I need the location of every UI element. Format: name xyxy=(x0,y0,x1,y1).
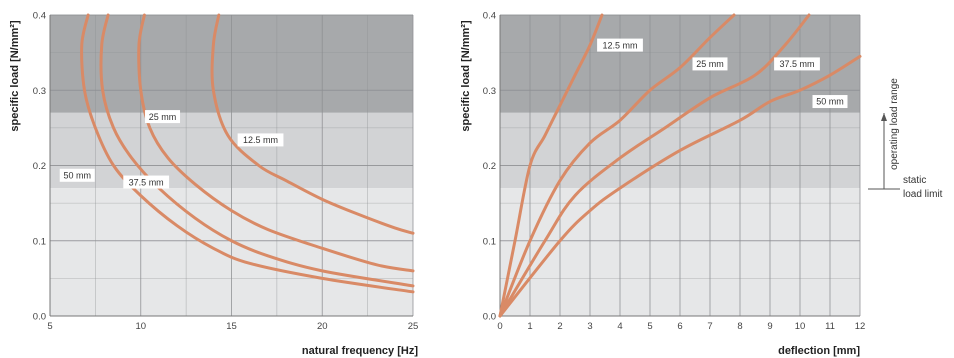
y-tick-label: 0.2 xyxy=(483,161,496,172)
curve-label: 12.5 mm xyxy=(237,133,284,147)
curve-label: 12.5 mm xyxy=(597,38,643,52)
curve-label-box xyxy=(692,57,728,71)
curve-label-box xyxy=(237,133,284,147)
x-tick-label: 7 xyxy=(707,321,712,332)
curve-label-text: 50 mm xyxy=(816,97,844,107)
x-tick-label: 20 xyxy=(317,321,328,332)
x-tick-label: 12 xyxy=(855,321,866,332)
curve-50-mm xyxy=(498,54,862,318)
y-tick-label: 0.2 xyxy=(33,161,46,172)
x-tick-label: 1 xyxy=(527,321,532,332)
y-tick-label: 0.1 xyxy=(483,236,496,247)
curve-label-box xyxy=(123,175,170,189)
static-label-line1: static xyxy=(903,175,926,186)
load-range-annotation: operating load range static load limit xyxy=(868,78,943,200)
x-tick-label: 9 xyxy=(767,321,772,332)
curve-label-text: 50 mm xyxy=(63,170,91,180)
x-tick-label: 3 xyxy=(587,321,592,332)
curve-label-box xyxy=(597,38,643,52)
operating-load-range-label: operating load range xyxy=(889,78,900,170)
x-tick-label: 2 xyxy=(557,321,562,332)
tick-labels: 5 10 15 20 25 0.0 0.1 0.2 0.3 0.4 xyxy=(33,11,419,333)
tick-labels: 0 1 2 3 4 5 6 7 8 9 10 11 120.00.10.20.30.4 xyxy=(483,11,866,333)
x-tick-label: 15 xyxy=(226,321,237,332)
curve-label: 25 mm xyxy=(145,110,181,124)
curve-12-5-mm xyxy=(498,13,604,318)
x-tick-label: 5 xyxy=(47,321,52,332)
curve-label-text: 37.5 mm xyxy=(779,59,814,69)
x-tick-label: 10 xyxy=(135,321,146,332)
y-tick-label: 0.1 xyxy=(33,236,46,247)
curves xyxy=(498,13,862,318)
curve-label-box xyxy=(145,110,181,124)
x-tick-label: 25 xyxy=(408,321,419,332)
curve-label-box xyxy=(774,57,820,71)
curve-37-5-mm xyxy=(498,13,811,318)
curve-label: 50 mm xyxy=(59,168,95,182)
x-tick-label: 10 xyxy=(795,321,806,332)
x-tick-label: 6 xyxy=(677,321,682,332)
curve-label-text: 37.5 mm xyxy=(129,177,164,187)
y-tick-label: 0.0 xyxy=(33,312,46,323)
x-tick-label: 5 xyxy=(647,321,652,332)
curve-12-5-mm xyxy=(210,13,415,235)
grid-lines xyxy=(49,14,414,317)
curve-25-mm xyxy=(498,13,736,318)
y-axis-title: specific load [N/mm²] xyxy=(460,20,472,132)
operating-range-arrow xyxy=(881,113,887,121)
x-tick-label: 4 xyxy=(617,321,622,332)
curve-label-text: 25 mm xyxy=(149,112,177,122)
curve-label-text: 12.5 mm xyxy=(602,40,637,50)
curve-labels: 12.5 mm 25 mm 37.5 mm 50 mm xyxy=(59,110,284,189)
static-label-line2: load limit xyxy=(903,189,943,200)
curve-label: 25 mm xyxy=(692,57,728,71)
x-tick-label: 8 xyxy=(737,321,742,332)
curve-25-mm xyxy=(137,13,415,273)
y-tick-label: 0.3 xyxy=(33,86,46,97)
y-axis-title: specific load [N/mm²] xyxy=(9,20,21,132)
curve-label: 37.5 mm xyxy=(774,57,820,71)
grid-lines xyxy=(499,14,861,317)
curve-label-box xyxy=(59,168,95,182)
curve-50-mm xyxy=(80,13,415,294)
y-tick-label: 0.3 xyxy=(483,86,496,97)
natural-frequency-chart: 12.5 mm 25 mm 37.5 mm 50 mm 5 10 15 20 25 0.0 0.1… xyxy=(9,11,418,358)
y-tick-label: 0.4 xyxy=(33,11,46,22)
curve-label-text: 25 mm xyxy=(696,59,724,69)
curve-labels: 12.5 mm 25 mm 37.5 mm 50 mm xyxy=(597,38,848,109)
x-axis-title: deflection [mm] xyxy=(778,345,860,357)
x-axis-title: natural frequency [Hz] xyxy=(302,345,418,357)
curve-label: 37.5 mm xyxy=(123,175,170,189)
y-tick-label: 0.0 xyxy=(483,312,496,323)
curve-label: 50 mm xyxy=(812,95,848,109)
y-tick-label: 0.4 xyxy=(483,11,496,22)
curve-label-text: 12.5 mm xyxy=(243,135,278,145)
x-tick-label: 11 xyxy=(825,321,835,332)
curve-label-box xyxy=(812,95,848,109)
x-tick-label: 0 xyxy=(497,321,502,332)
